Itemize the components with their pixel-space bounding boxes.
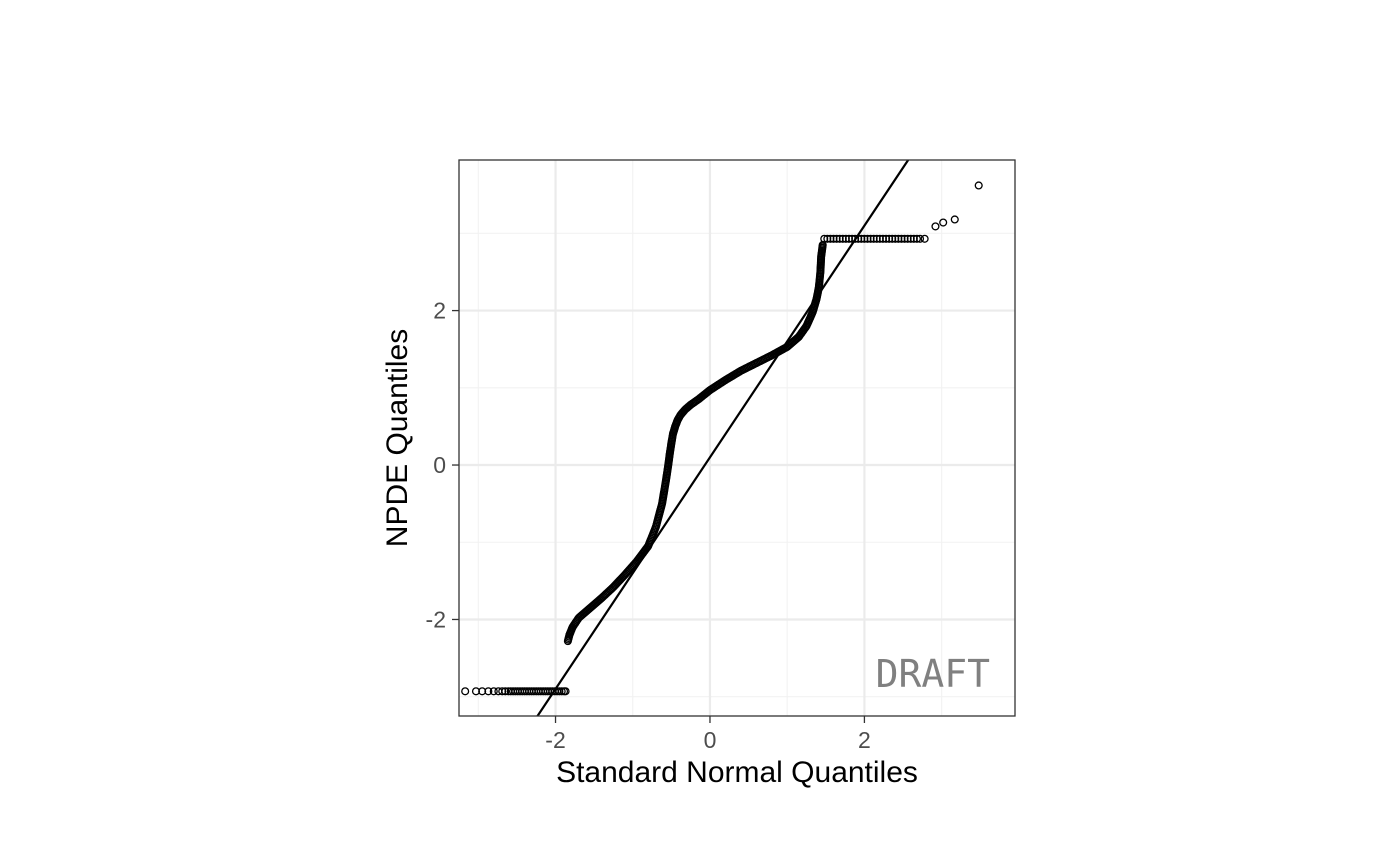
x-tick-label: -2 (545, 727, 565, 753)
grid-lines (459, 160, 1015, 716)
y-axis-title: NPDE Quantiles (381, 329, 414, 547)
data-point (501, 687, 510, 696)
data-point (915, 234, 925, 243)
data-point (939, 218, 948, 227)
data-point (912, 234, 921, 243)
y-tick-label: -2 (426, 606, 446, 632)
x-tick-label: 2 (858, 727, 871, 753)
draft-watermark: DRAFT (876, 652, 990, 696)
data-point (484, 687, 493, 696)
x-tick-label: 0 (704, 727, 717, 753)
y-tick-label: 2 (433, 298, 446, 324)
reference-line (536, 160, 910, 716)
axis-ticks: -2 0 2 -2 0 2 (426, 298, 871, 753)
panel-background (459, 160, 1015, 716)
y-tick-label: 0 (433, 452, 446, 478)
data-point (931, 222, 940, 231)
data-point (557, 687, 566, 696)
panel-border (458, 159, 1016, 717)
reference-line-group (536, 160, 910, 716)
data-point (461, 687, 470, 696)
data-point (489, 687, 498, 696)
data-point (818, 240, 827, 249)
data-point (974, 181, 983, 190)
data-point (561, 687, 570, 696)
x-axis-title: Standard Normal Quantiles (556, 756, 918, 789)
data-points (461, 181, 983, 696)
data-point (950, 215, 959, 224)
data-point (920, 234, 929, 243)
